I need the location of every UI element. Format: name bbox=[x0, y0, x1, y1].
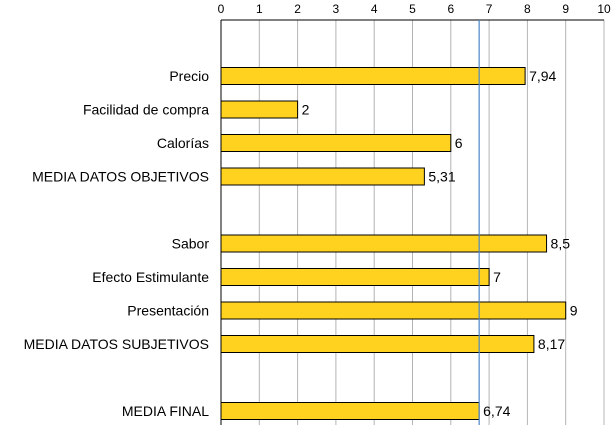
x-tick-label: 2 bbox=[294, 2, 301, 16]
x-tick-label: 0 bbox=[218, 2, 225, 16]
x-tick-label: 9 bbox=[562, 2, 569, 16]
x-tick-label: 3 bbox=[333, 2, 340, 16]
x-tick-label: 10 bbox=[597, 2, 611, 16]
x-tick-label: 8 bbox=[524, 2, 531, 16]
bar bbox=[220, 268, 490, 286]
value-label: 2 bbox=[302, 102, 310, 118]
value-label: 8,17 bbox=[538, 336, 565, 352]
category-label: Facilidad de compra bbox=[83, 102, 209, 118]
value-label: 5,31 bbox=[428, 169, 455, 185]
x-tick-label: 7 bbox=[486, 2, 493, 16]
x-tick-label: 4 bbox=[371, 2, 378, 16]
value-label: 7 bbox=[493, 269, 501, 285]
bar bbox=[220, 335, 535, 353]
value-label: 9 bbox=[570, 303, 578, 319]
category-label: Presentación bbox=[127, 303, 209, 319]
labels: Precio 7,94 Facilidad de compra 2 Calorías 6 M… bbox=[24, 68, 578, 419]
gridlines bbox=[258, 20, 605, 425]
value-label: 8,5 bbox=[551, 236, 571, 252]
bar bbox=[220, 67, 526, 85]
bar bbox=[220, 167, 425, 186]
value-label: 7,94 bbox=[529, 68, 556, 84]
bar bbox=[220, 301, 567, 320]
x-tick-label: 6 bbox=[447, 2, 454, 16]
bar bbox=[220, 134, 452, 152]
bars bbox=[220, 67, 567, 420]
category-label: Calorías bbox=[157, 135, 209, 151]
value-label: 6,74 bbox=[483, 403, 510, 419]
bar bbox=[220, 100, 299, 119]
x-tick-label: 1 bbox=[256, 2, 263, 16]
bar bbox=[220, 402, 480, 420]
category-label: MEDIA DATOS SUBJETIVOS bbox=[24, 336, 209, 352]
x-axis: 0 1 2 3 4 5 6 7 8 9 10 bbox=[218, 2, 611, 425]
x-tick-label: 5 bbox=[409, 2, 416, 16]
category-label: Efecto Estimulante bbox=[92, 269, 209, 285]
category-label: Precio bbox=[169, 68, 209, 84]
value-label: 6 bbox=[455, 135, 463, 151]
category-label: Sabor bbox=[172, 236, 210, 252]
category-label: MEDIA DATOS OBJETIVOS bbox=[32, 169, 209, 185]
bar bbox=[220, 234, 548, 253]
category-label: MEDIA FINAL bbox=[122, 403, 209, 419]
